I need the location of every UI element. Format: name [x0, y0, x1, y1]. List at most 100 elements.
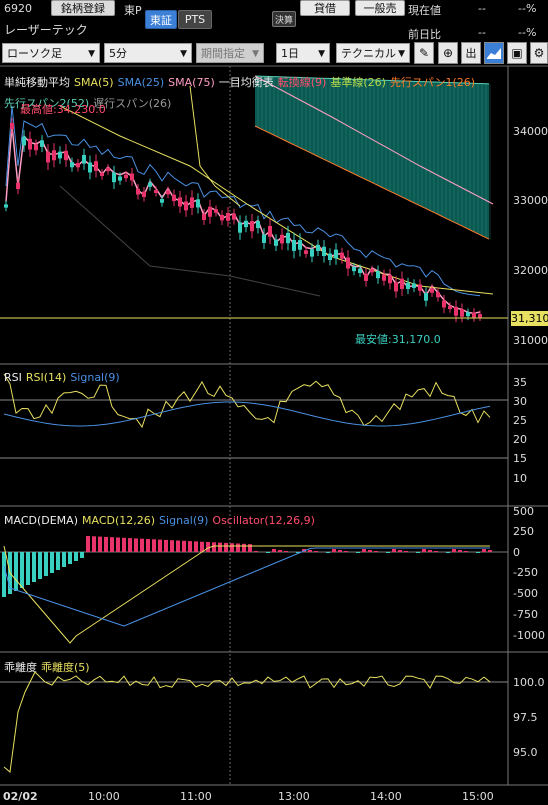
osc-bar — [38, 552, 42, 579]
rsi-tick: 10 — [513, 472, 527, 485]
dev-tick: 97.5 — [513, 711, 538, 724]
candle-body — [232, 213, 236, 220]
osc-bar — [404, 551, 408, 552]
technical-select[interactable]: テクニカル ▼ — [336, 43, 410, 63]
deviation-chart[interactable] — [0, 652, 508, 785]
macd-chart[interactable] — [0, 506, 508, 652]
rsi-tick: 15 — [513, 452, 527, 465]
candle-body — [226, 212, 230, 221]
osc-bar — [140, 538, 144, 552]
ichimoku-cloud — [254, 75, 494, 240]
stock-code: 6920 — [4, 2, 32, 15]
candle-body — [250, 221, 254, 232]
save-icon[interactable]: ▣ — [507, 42, 527, 64]
macd-tick: 250 — [513, 525, 534, 538]
legend-kijun: 基準線(26) — [330, 76, 386, 89]
settlement-button[interactable]: 決算 — [272, 11, 296, 27]
osc-bar — [362, 549, 366, 552]
candle-body — [154, 189, 158, 193]
interval-value: 5分 — [109, 47, 127, 60]
candle-body — [430, 288, 434, 293]
rsi-signal: Signal(9) — [70, 371, 120, 384]
osc-bar — [332, 549, 336, 552]
osc-bar — [164, 539, 168, 552]
candle-body — [166, 190, 170, 195]
osc-bar — [482, 549, 486, 552]
candle-body — [418, 284, 422, 291]
osc-bar — [422, 549, 426, 552]
osc-bar — [56, 552, 60, 570]
candle-body — [466, 312, 470, 317]
osc-bar — [356, 552, 360, 553]
chart-type-select[interactable]: ローソク足 ▼ — [2, 43, 100, 63]
macd-signal-line — [3, 547, 490, 627]
candle-body — [124, 174, 128, 179]
osc-bar — [152, 539, 156, 552]
price-chart[interactable] — [0, 66, 508, 364]
candle-body — [442, 300, 446, 308]
candle-body — [274, 239, 278, 246]
macd-tick: -250 — [513, 566, 538, 579]
candle-body — [28, 138, 32, 150]
chevron-down-icon: ▼ — [318, 49, 325, 59]
macd-line — [3, 545, 490, 644]
candle-body — [412, 283, 416, 288]
register-button[interactable]: 銘柄登録 — [51, 0, 115, 16]
kijun-line — [189, 85, 241, 207]
candle-body — [82, 155, 86, 164]
range-select[interactable]: 1日 ▼ — [276, 43, 330, 63]
candle-body — [4, 204, 8, 208]
lending-button[interactable]: 貸借 — [300, 0, 350, 16]
osc-bar — [458, 550, 462, 552]
pencil-icon[interactable]: ✎ — [414, 42, 434, 64]
candle-body — [148, 182, 152, 187]
current-price-pct: --% — [518, 2, 537, 15]
exit-icon[interactable]: 出 — [461, 42, 481, 64]
candle-body — [106, 167, 110, 172]
rsi-title: RSI — [4, 371, 22, 384]
account-type-button[interactable]: 一般売 — [355, 0, 405, 16]
osc-bar — [314, 551, 318, 552]
candle-body — [94, 161, 98, 171]
zoom-icon[interactable]: ⊕ — [438, 42, 458, 64]
macd-tick: -1000 — [513, 629, 545, 642]
current-price-value: -- — [478, 2, 486, 15]
osc-bar — [392, 549, 396, 552]
osc-bar — [212, 542, 216, 552]
candle-body — [142, 191, 146, 198]
interval-select[interactable]: 5分 ▼ — [104, 43, 192, 63]
candle-body — [376, 271, 380, 279]
tab-pts[interactable]: PTS — [178, 10, 212, 29]
tab-tse[interactable]: 東証 — [145, 10, 177, 29]
rsi-chart[interactable] — [0, 364, 508, 506]
osc-bar — [398, 550, 402, 552]
candle-body — [400, 278, 404, 289]
current-price-label: 現在値 — [408, 4, 441, 17]
candle-body — [304, 250, 308, 254]
candle-body — [454, 306, 458, 316]
macd-title: MACD(DEMA) — [4, 514, 78, 527]
candle-body — [334, 249, 338, 259]
x-tick-date: 02/02 — [3, 790, 38, 803]
legend-sma5: SMA(5) — [74, 76, 114, 89]
chevron-down-icon: ▼ — [88, 49, 95, 59]
osc-bar — [98, 536, 102, 552]
osc-bar — [146, 539, 150, 552]
candle-body — [406, 282, 410, 289]
candle-body — [448, 305, 452, 310]
candle-body — [286, 232, 290, 244]
range-value: 1日 — [281, 47, 299, 60]
candle-body — [178, 197, 182, 207]
macd-series: MACD(12,26) — [82, 514, 156, 527]
candle-body — [472, 312, 476, 318]
candle-body — [346, 257, 350, 269]
candle-body — [238, 222, 242, 233]
candle-body — [370, 269, 374, 273]
period-select[interactable]: 期間指定 ▼ — [196, 43, 264, 63]
osc-bar — [296, 552, 300, 553]
candle-body — [388, 275, 392, 284]
candle-body — [220, 214, 224, 221]
osc-bar — [344, 551, 348, 552]
osc-bar — [62, 552, 66, 567]
area-chart-icon[interactable] — [484, 42, 504, 64]
